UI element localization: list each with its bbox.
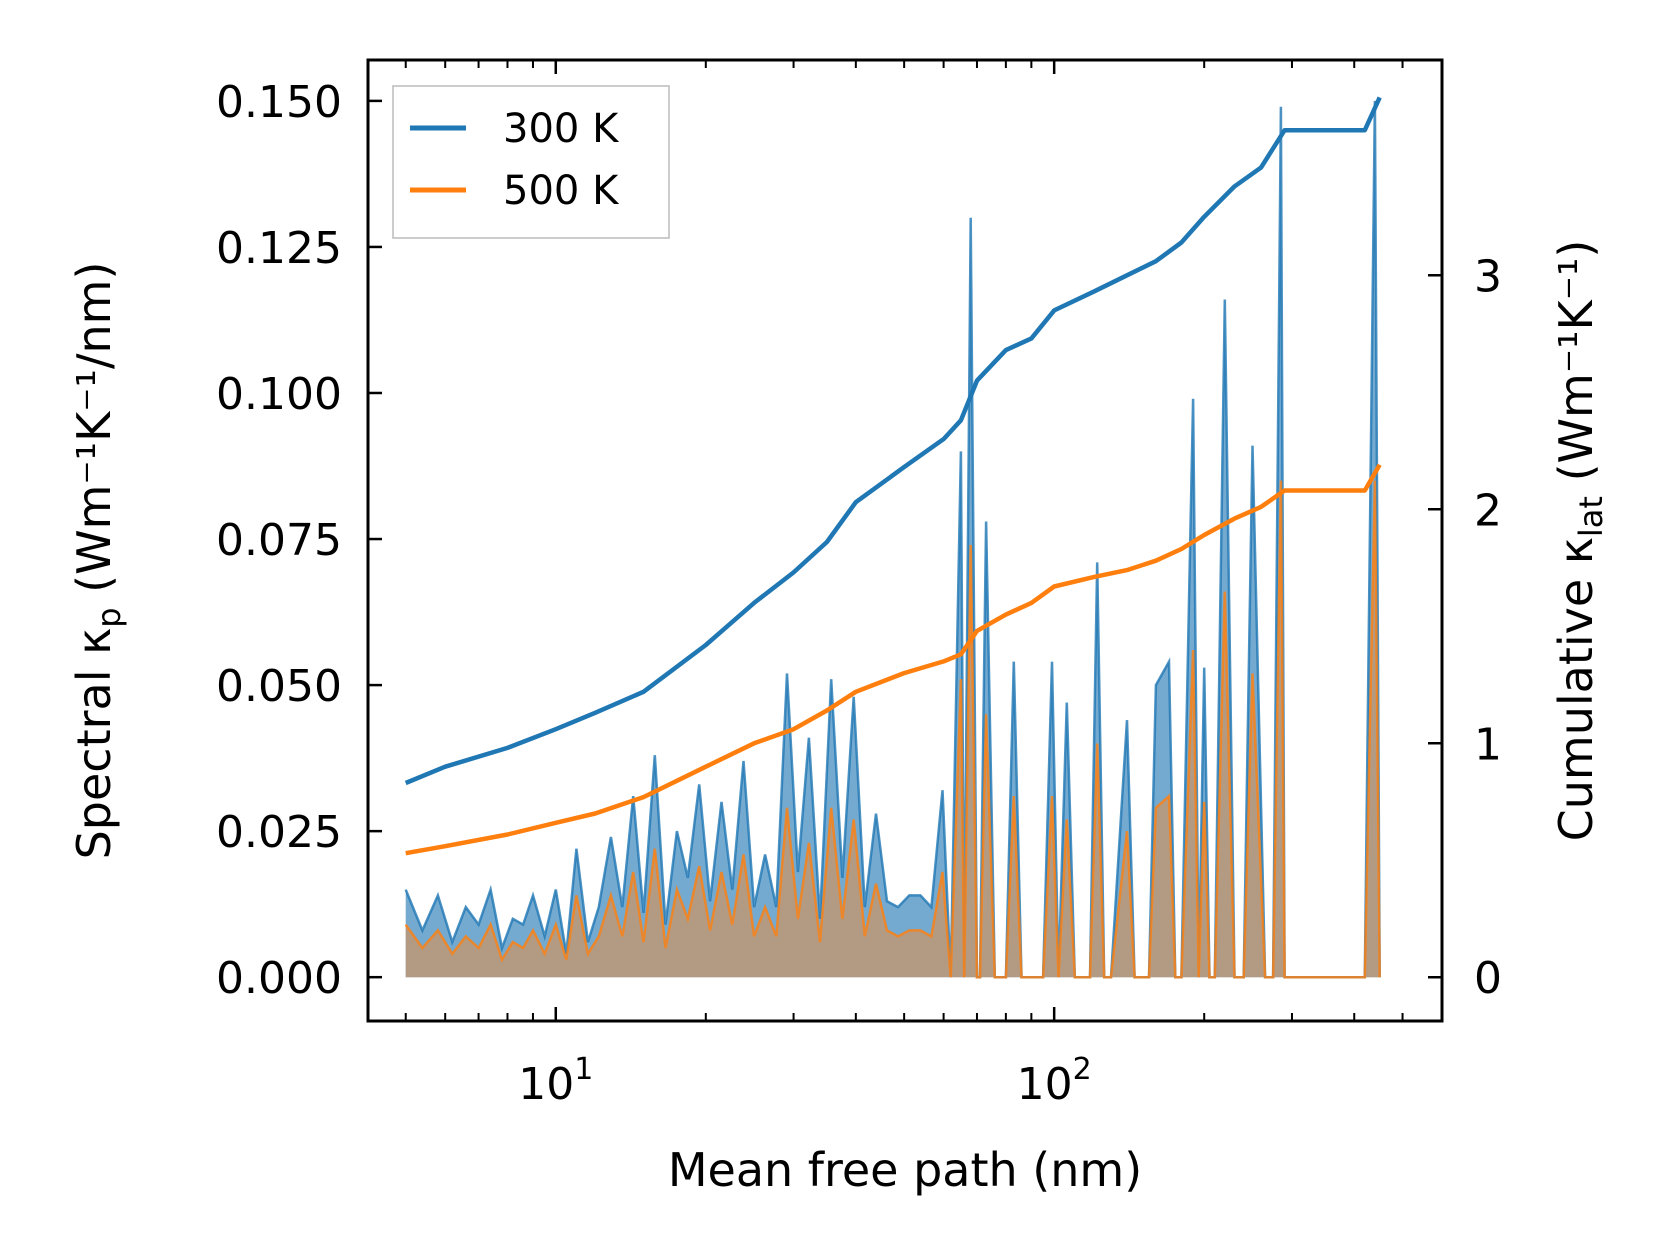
y-right-label-sub: lat (1572, 496, 1610, 537)
x-tick-label-exponent: 1 (574, 1052, 593, 1087)
y-left-tick-label: 0.075 (216, 515, 342, 566)
y-right-tick-label: 1 (1474, 719, 1502, 770)
x-tick-label-exponent: 2 (1073, 1052, 1092, 1087)
y-left-tick-label: 0.050 (216, 661, 342, 712)
x-tick-label-base: 10 (1017, 1059, 1073, 1110)
y-right-tick-label: 2 (1474, 485, 1502, 536)
spectral-line-500k (404, 480, 1381, 979)
legend-label-300k: 300 K (503, 106, 620, 152)
x-tick-label-base: 10 (518, 1059, 574, 1110)
y-left-label-units: (Wm⁻¹K⁻¹/nm) (67, 262, 121, 608)
spectral-line-300k (404, 100, 1381, 979)
y-left-label-base: Spectral κ (67, 628, 121, 860)
x-tick-label: 102 (1017, 1052, 1092, 1110)
x-axis-label: Mean free path (nm) (668, 1143, 1142, 1197)
y-left-tick-label: 0.100 (216, 369, 342, 420)
x-tick-label: 101 (518, 1052, 593, 1110)
y-axis-left-label: Spectral κp (Wm⁻¹K⁻¹/nm) (67, 262, 128, 860)
legend-box (392, 85, 670, 239)
cumulative-line-300k (404, 96, 1382, 786)
y-left-tick-label: 0.125 (216, 223, 342, 274)
y-left-tick-label: 0.025 (216, 807, 342, 858)
y-left-tick-label: 0.000 (216, 953, 342, 1004)
legend-label-500k: 500 K (503, 168, 620, 214)
y-right-tick-label: 3 (1474, 251, 1502, 302)
spectral-area-500k (405, 480, 1380, 978)
cumulative-line-500k (405, 463, 1382, 856)
y-right-tick-label: 0 (1474, 953, 1502, 1004)
plot-frame (366, 58, 1444, 1023)
y-left-tick-label: 0.150 (216, 77, 342, 128)
spectral-layer (404, 100, 1381, 979)
legend: 300 K 500 K (392, 85, 670, 239)
cumulative-layer (404, 96, 1382, 856)
y-axis-right-label: Cumulative κlat (Wm⁻¹K⁻¹) (1549, 240, 1610, 842)
y-right-label-base: Cumulative κ (1549, 537, 1603, 841)
y-left-label-sub: p (90, 607, 128, 627)
y-right-label-units: (Wm⁻¹K⁻¹) (1549, 240, 1603, 496)
ticks-layer: 0.000 0.025 0.050 0.075 0.100 0.125 0.150 0 1 2 3 1… (216, 60, 1502, 1110)
